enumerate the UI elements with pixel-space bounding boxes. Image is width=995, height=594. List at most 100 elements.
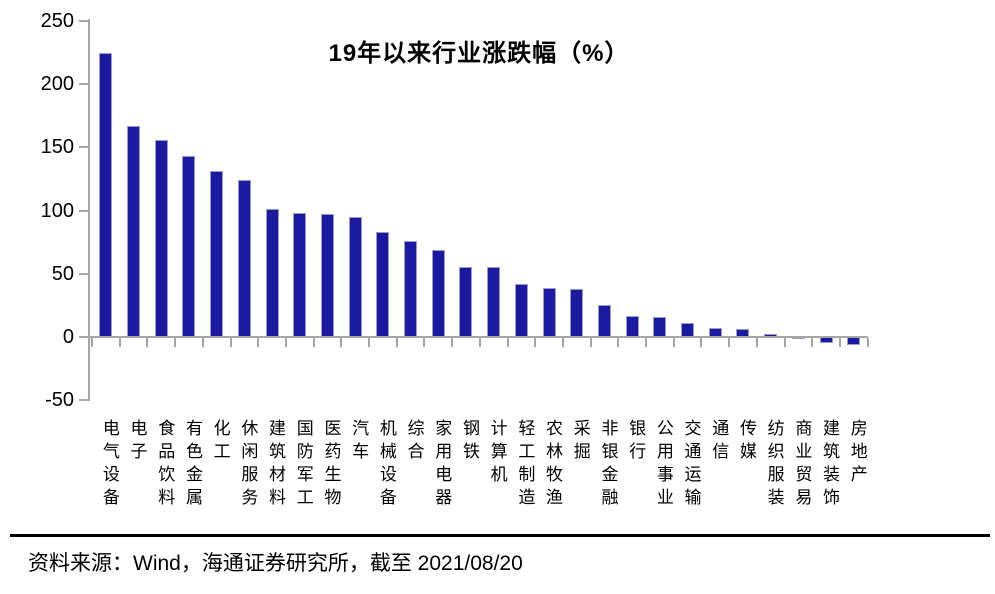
x-axis-tick [811, 338, 814, 347]
x-axis-tick [395, 338, 398, 347]
x-axis-label: 化工 [210, 419, 230, 465]
x-axis-label: 交通运输 [681, 419, 701, 511]
bar-电气设备 [99, 52, 113, 337]
bar-食品饮料 [154, 139, 168, 337]
y-axis-tick [79, 209, 88, 212]
x-axis-label: 综合 [404, 419, 424, 465]
x-axis-label: 建筑装饰 [820, 419, 840, 511]
x-axis-tick [423, 338, 426, 347]
x-axis-label: 机械设备 [376, 419, 396, 511]
x-axis-label: 非银金融 [598, 419, 618, 511]
y-axis-tick [79, 272, 88, 275]
x-axis-label: 计算机 [487, 419, 507, 488]
bar-轻工制造 [514, 283, 528, 337]
bar-钢铁 [459, 267, 473, 337]
x-axis-tick [118, 338, 121, 347]
x-axis-tick [534, 338, 537, 347]
x-axis-tick [866, 338, 869, 347]
x-axis-tick [478, 338, 481, 347]
x-axis-label: 通信 [709, 419, 729, 465]
bar-汽车 [348, 216, 362, 337]
footer-divider [10, 534, 990, 537]
x-axis-label: 汽车 [349, 419, 369, 465]
bar-计算机 [487, 267, 501, 337]
x-axis-tick [91, 338, 93, 347]
x-axis-tick [700, 338, 703, 347]
bar-采掘 [570, 288, 584, 337]
x-axis-label: 采掘 [570, 419, 590, 465]
bar-机械设备 [376, 232, 390, 337]
y-axis-tick [79, 336, 88, 338]
x-axis-label: 电气设备 [99, 419, 119, 511]
y-axis-tick-label: 200 [40, 73, 74, 96]
x-axis-tick [146, 338, 149, 347]
x-axis-tick [451, 338, 454, 347]
bar-休闲服务 [237, 180, 251, 337]
x-axis-label: 钢铁 [459, 419, 479, 465]
y-axis-tick-label: 100 [40, 199, 74, 222]
bar-公用事业 [653, 316, 667, 337]
bar-银行 [625, 315, 639, 337]
y-axis-tick-label: 0 [62, 326, 74, 348]
x-axis-tick [368, 338, 370, 347]
x-axis-label: 食品饮料 [155, 419, 175, 511]
bar-交通运输 [681, 323, 695, 337]
x-axis-label: 公用事业 [653, 419, 673, 511]
x-axis-label: 传媒 [736, 419, 756, 465]
bar-非银金融 [597, 305, 611, 337]
x-axis-line [88, 336, 868, 338]
y-axis-tick [79, 399, 88, 402]
bar-有色金属 [182, 156, 196, 337]
y-axis-line [88, 19, 90, 401]
x-axis-label: 银行 [626, 419, 646, 465]
x-axis-label: 建筑材料 [266, 419, 286, 511]
bar-房地产 [847, 337, 861, 345]
x-axis-tick [312, 338, 315, 347]
x-axis-tick [838, 338, 841, 347]
bar-建筑材料 [265, 209, 279, 337]
source-note: 资料来源：Wind，海通证券研究所，截至 2021/08/20 [28, 552, 523, 575]
x-axis-tick [284, 338, 287, 347]
x-axis-tick [229, 338, 232, 347]
chart-title: 19年以来行业涨跌幅（%） [328, 40, 630, 67]
bar-国防军工 [293, 213, 307, 337]
x-axis-label: 轻工制造 [515, 419, 535, 511]
x-axis-tick [201, 338, 204, 347]
bar-家用电器 [431, 249, 445, 337]
x-axis-label: 纺织服装 [764, 419, 784, 511]
x-axis-label: 电子 [127, 419, 147, 465]
x-axis-label: 医药生物 [321, 419, 341, 511]
y-axis-tick-label: 250 [40, 10, 74, 32]
x-axis-tick [340, 338, 343, 347]
x-axis-label: 家用电器 [432, 419, 452, 511]
x-axis-label: 国防军工 [293, 419, 313, 511]
x-axis-label: 有色金属 [182, 419, 202, 511]
x-axis-tick [617, 338, 620, 347]
x-axis-tick [257, 338, 260, 347]
x-axis-tick [506, 338, 509, 347]
x-axis-tick [783, 338, 786, 347]
x-axis-tick [645, 338, 647, 347]
bar-农林牧渔 [542, 287, 556, 337]
x-axis-label: 商业贸易 [792, 419, 812, 511]
x-axis-label: 休闲服务 [238, 419, 258, 511]
x-axis-tick [755, 338, 758, 347]
bar-医药生物 [320, 214, 334, 337]
y-axis-tick [79, 83, 88, 86]
y-axis-tick-label: -50 [45, 389, 74, 412]
x-axis-tick [728, 338, 731, 347]
y-axis-tick-label: 50 [51, 262, 74, 285]
y-axis-tick [79, 146, 88, 149]
y-axis-tick [79, 20, 88, 22]
x-axis-tick [672, 338, 675, 347]
x-axis-tick [589, 338, 592, 347]
bar-化工 [210, 171, 224, 337]
bar-综合 [404, 240, 418, 337]
x-axis-tick [174, 338, 177, 347]
y-axis-tick-label: 150 [40, 136, 74, 159]
x-axis-label: 农林牧渔 [543, 419, 563, 511]
bar-电子 [127, 125, 141, 337]
x-axis-label: 房地产 [847, 419, 867, 488]
x-axis-tick [561, 338, 564, 347]
